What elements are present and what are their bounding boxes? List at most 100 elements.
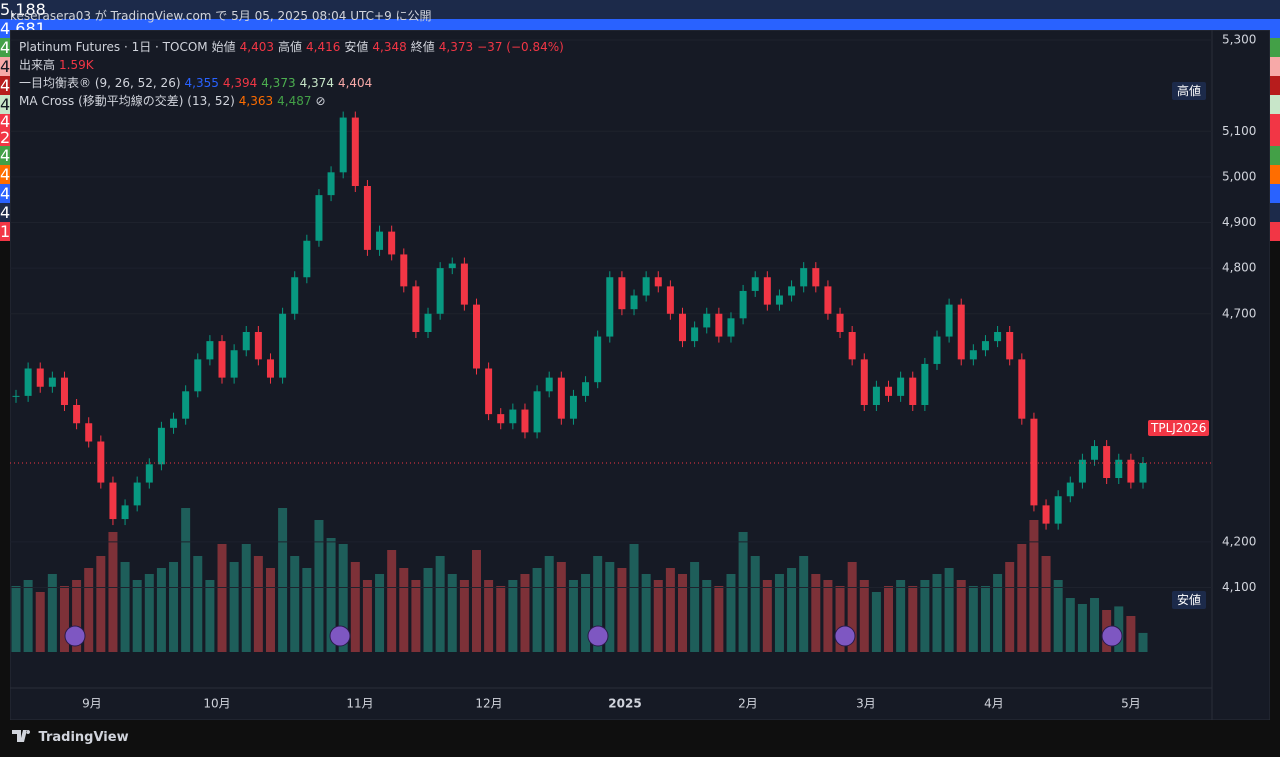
volume-bar [290, 556, 300, 652]
label: 高値 [278, 40, 303, 54]
candle-body [1091, 446, 1099, 460]
candle-body [1139, 462, 1147, 483]
volume-bar [96, 556, 106, 652]
volume-bar [241, 544, 251, 652]
candle-body [327, 172, 335, 196]
candle-body [618, 277, 626, 310]
legend-row: 出来高 1.59K [19, 56, 568, 74]
volume-bar [556, 562, 566, 652]
candle-body [109, 482, 117, 520]
value: 4,348 [372, 40, 407, 54]
candle-body [569, 395, 577, 419]
volume-bar [1126, 616, 1136, 652]
x-tick-label: 3月 [856, 697, 876, 711]
volume-bar [1090, 598, 1100, 652]
x-tick-label: 2025 [608, 697, 641, 711]
value: 4,416 [306, 40, 341, 54]
x-tick-label: 2月 [738, 697, 758, 711]
candle-body [424, 313, 432, 332]
candle-body [363, 186, 371, 250]
candle-body [909, 377, 917, 405]
label: 終値 [410, 40, 435, 54]
volume-bar [980, 586, 990, 652]
candle-body [860, 359, 868, 405]
volume-bar [714, 586, 724, 652]
price-tag-symbol: TPLJ2026 [1148, 420, 1210, 436]
volume-bar [11, 586, 21, 652]
candle-body [679, 313, 687, 342]
candle-body [545, 377, 553, 392]
candle-body [921, 363, 929, 405]
volume-bar [229, 562, 239, 652]
candle-body [133, 482, 141, 506]
y-tick-label: 4,900 [1222, 215, 1256, 229]
candle-body [472, 304, 480, 369]
x-tick-label: 11月 [346, 697, 373, 711]
value: 1.59K [59, 58, 94, 72]
y-tick-label: 4,200 [1222, 534, 1256, 548]
y-tick-label: 5,300 [1222, 33, 1256, 47]
label: 一目均衡表® (9, 26, 52, 26) [19, 76, 181, 90]
candle-body [509, 409, 517, 424]
y-tick-label: 4,100 [1222, 580, 1256, 594]
candle-body [315, 195, 323, 241]
volume-bar [568, 580, 578, 652]
candle-body [218, 341, 226, 378]
candle-body [945, 304, 953, 337]
change: −37 (−0.84%) [477, 40, 564, 54]
value: 4,403 [239, 40, 274, 54]
candle-body [897, 377, 905, 396]
candle-body [994, 332, 1002, 342]
volume-bar [726, 574, 736, 652]
candle-body [351, 117, 359, 186]
candle-body [24, 368, 32, 396]
candle-body [800, 268, 808, 287]
volume-bar [169, 562, 179, 652]
candle-body [836, 313, 844, 332]
candle-body [1042, 505, 1050, 524]
price-tag-value: 5,188 [0, 0, 46, 19]
label: 始値 [211, 40, 236, 54]
volume-bar [908, 586, 918, 652]
volume-bar [120, 562, 130, 652]
candle-body [485, 368, 493, 415]
candle-body [230, 350, 238, 378]
volume-bar [605, 562, 615, 652]
x-tick-label: 12月 [475, 697, 502, 711]
candle-body [1078, 459, 1086, 483]
event-icons [64, 625, 1123, 647]
volume-bar [1065, 598, 1075, 652]
candle-body [788, 286, 796, 296]
candle-body [727, 318, 735, 337]
volume-bar [774, 574, 784, 652]
label: 出来高 [19, 58, 56, 72]
candle-body [1018, 359, 1026, 419]
x-tick-label: 5月 [1121, 697, 1141, 711]
volume-bar [132, 580, 142, 652]
volume-bar [520, 574, 530, 652]
candle-body [48, 377, 56, 387]
symbol: Platinum Futures · 1日 · TOCOM [19, 40, 208, 54]
volume-bar [23, 580, 33, 652]
candle-body [703, 313, 711, 328]
price-tag-name: 安値 [1172, 591, 1207, 609]
candle-body [751, 277, 759, 291]
candle-body [885, 386, 893, 396]
candle-body [182, 391, 190, 419]
candle-body [582, 382, 590, 396]
candle-body [266, 359, 274, 378]
volume-bar [702, 580, 712, 652]
candle-body [12, 395, 20, 397]
candle-body [1103, 446, 1111, 478]
volume-bar [484, 580, 494, 652]
volume-bar [993, 574, 1003, 652]
candle-body [145, 464, 153, 483]
candle-body [654, 277, 662, 287]
candle-body [957, 304, 965, 360]
candle-body [460, 263, 468, 305]
legend-row: Platinum Futures · 1日 · TOCOM 始値 4,403 高値 4,… [19, 38, 568, 56]
volume-bar [471, 550, 481, 652]
candle-body [521, 409, 529, 433]
candle-body [557, 377, 565, 419]
candle-body [303, 240, 311, 278]
